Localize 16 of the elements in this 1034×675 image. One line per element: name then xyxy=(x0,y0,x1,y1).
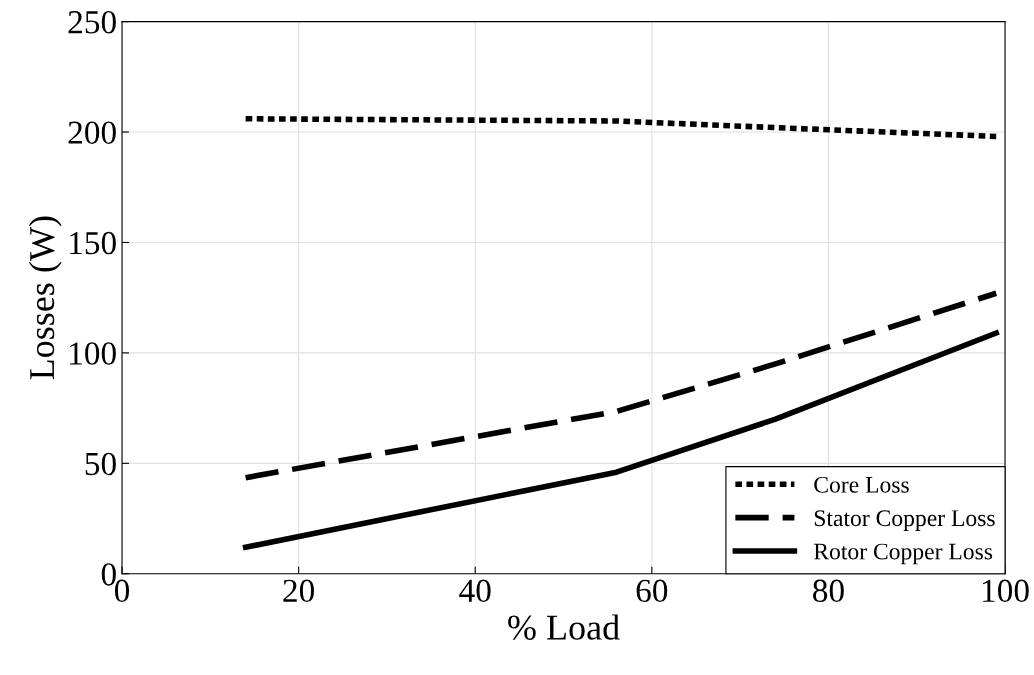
x-axis-title: % Load xyxy=(508,614,620,640)
x-tick-label: 80 xyxy=(813,579,844,603)
legend-label: Stator Copper Loss xyxy=(814,510,995,531)
legend-label: Rotor Copper Loss xyxy=(813,543,993,565)
x-tick-label: 60 xyxy=(636,579,668,603)
y-tick-label: 0 xyxy=(101,563,116,586)
x-tick-label: 40 xyxy=(459,579,491,603)
y-tick-label: 50 xyxy=(85,452,116,476)
x-tick-label: 20 xyxy=(283,579,315,603)
legend-label: Core Loss xyxy=(814,476,909,493)
y-tick-label: 150 xyxy=(70,231,116,255)
x-tick-label: 100 xyxy=(982,579,1029,603)
y-tick-label: 200 xyxy=(68,121,116,144)
y-axis-title: Losses (W) xyxy=(28,216,62,380)
y-tick-label: 100 xyxy=(70,342,116,365)
y-tick-label: 250 xyxy=(68,11,116,34)
